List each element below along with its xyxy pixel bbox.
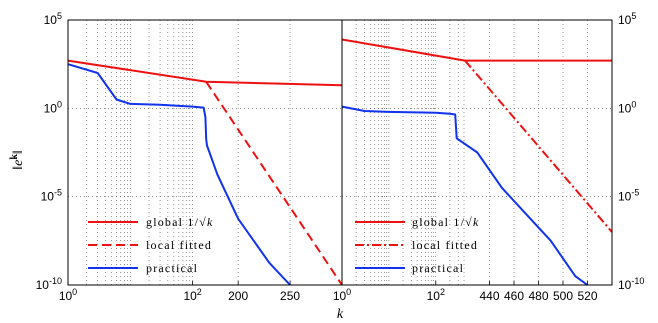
legend-left: global 1/√k local fitted practical [88, 215, 213, 275]
x-tick-label: 250 [280, 289, 300, 303]
y-tick-label-left: 100 [44, 99, 62, 115]
x-tick-label: 480 [528, 289, 548, 303]
axes-frame-right [341, 19, 613, 286]
x-tick-label: 200 [228, 289, 248, 303]
series-line-global [341, 38, 612, 62]
x-axis-label: k [337, 307, 344, 322]
legend-right: global 1/√k local fitted practical [355, 215, 479, 275]
tick-labels: 100 102 200 250 100 102 440 460 480 500 520 105 100 1… [36, 11, 645, 303]
x-tick-label: 100 [59, 287, 77, 303]
legend-left-local-label: local fitted [146, 238, 212, 252]
y-tick-label-right: 100 [618, 99, 636, 115]
x-tick-label: 460 [504, 289, 524, 303]
legend-right-local-label: local fitted [412, 238, 478, 252]
y-tick-label-right: 10-10 [618, 276, 644, 292]
series-line-practical [67, 63, 291, 286]
legend-left-practical-label: practical [146, 261, 198, 275]
x-tick-label: 102 [427, 287, 445, 303]
y-axis-label: ‖ek‖ [9, 150, 27, 170]
grid-left [67, 20, 342, 285]
series-line-local-fitted [464, 59, 613, 233]
series-line-global [67, 59, 343, 87]
series-line-local-fitted [205, 81, 343, 286]
x-tick-label: 520 [577, 289, 597, 303]
x-tick-label: 500 [553, 289, 573, 303]
x-tick-label: 102 [183, 287, 201, 303]
legend-right-practical-label: practical [412, 261, 464, 275]
y-tick-label-right: 10-5 [618, 188, 639, 204]
y-tick-label-left: 10-5 [41, 188, 62, 204]
y-tick-label-left: 105 [44, 11, 62, 27]
y-tick-label-right: 105 [618, 11, 636, 27]
x-tick-label: 440 [479, 289, 499, 303]
x-tick-label: 100 [333, 287, 351, 303]
legend-right-global-label: global 1/√k [412, 215, 479, 229]
series-line-practical [341, 105, 589, 286]
legend-left-global-label: global 1/√k [146, 215, 213, 229]
lines-right [341, 38, 613, 286]
lines-left [67, 59, 343, 286]
